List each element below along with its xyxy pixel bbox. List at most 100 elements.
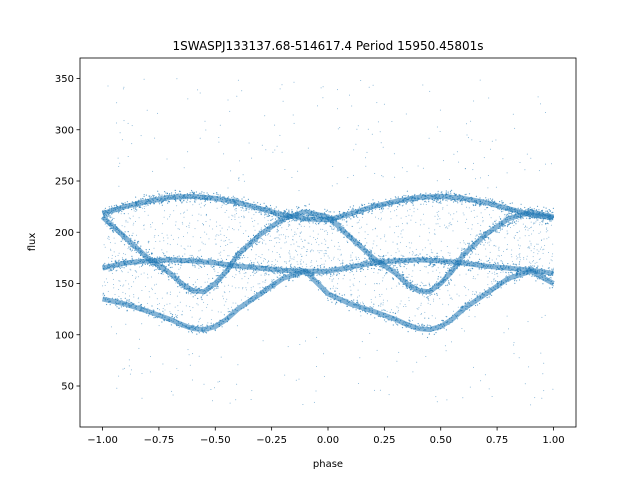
data-point — [222, 269, 224, 271]
data-point — [497, 287, 499, 289]
data-point — [377, 260, 379, 262]
data-point — [333, 273, 335, 275]
data-point — [434, 293, 436, 295]
data-point — [274, 286, 276, 288]
data-point — [541, 209, 544, 211]
data-point — [283, 274, 285, 276]
data-point — [335, 265, 337, 268]
data-point — [449, 294, 451, 296]
data-point — [445, 193, 447, 195]
data-point — [516, 280, 518, 282]
data-point — [529, 214, 532, 216]
data-point — [314, 218, 316, 220]
data-point — [381, 202, 383, 204]
data-point — [490, 230, 492, 232]
data-point — [414, 197, 416, 199]
data-point — [231, 260, 233, 262]
data-point — [152, 196, 155, 198]
data-point — [265, 268, 267, 270]
data-point — [174, 279, 176, 281]
data-point — [384, 204, 386, 206]
data-point — [401, 258, 403, 260]
data-point — [425, 198, 427, 200]
data-point — [220, 261, 222, 263]
data-point — [135, 221, 136, 222]
data-point — [429, 258, 431, 260]
data-point — [298, 270, 300, 273]
data-point — [427, 239, 429, 241]
data-point — [443, 278, 445, 280]
data-point — [442, 195, 444, 197]
data-point — [320, 267, 322, 269]
data-point — [383, 258, 385, 260]
data-point — [287, 268, 289, 270]
data-point — [529, 267, 531, 269]
data-point — [124, 231, 126, 233]
data-point — [447, 270, 449, 272]
data-point — [309, 222, 310, 224]
data-point — [130, 306, 132, 308]
data-point — [294, 271, 296, 273]
data-point — [339, 300, 341, 302]
data-point — [183, 199, 185, 201]
data-point — [279, 217, 281, 219]
data-point — [198, 287, 200, 289]
data-point — [259, 287, 261, 289]
data-point — [209, 258, 211, 260]
data-point — [382, 316, 384, 318]
data-point — [217, 261, 219, 263]
data-point — [111, 297, 114, 299]
data-point — [165, 265, 167, 268]
data-point — [456, 262, 459, 264]
data-point — [440, 202, 442, 204]
data-point — [381, 259, 383, 261]
data-point — [234, 260, 236, 262]
data-point — [124, 297, 126, 299]
data-point — [397, 206, 399, 208]
data-point — [106, 218, 108, 220]
data-point — [163, 253, 165, 255]
data-point — [456, 268, 458, 270]
data-point — [135, 211, 137, 212]
data-point — [318, 274, 320, 276]
data-point — [165, 200, 167, 202]
data-point — [324, 208, 326, 210]
data-point — [528, 217, 531, 219]
data-point — [372, 207, 374, 209]
data-point — [541, 246, 542, 248]
data-point — [532, 216, 534, 218]
data-point — [310, 213, 312, 215]
data-point — [426, 254, 428, 256]
data-point — [446, 284, 449, 286]
data-point — [295, 273, 297, 275]
data-point — [367, 262, 369, 265]
data-point — [324, 219, 326, 221]
data-point — [391, 202, 393, 204]
data-point — [335, 218, 337, 220]
data-point — [534, 222, 536, 224]
data-point — [541, 269, 544, 272]
data-point — [357, 241, 359, 244]
data-point — [163, 262, 166, 264]
data-point — [397, 260, 399, 262]
data-point — [479, 302, 481, 305]
data-point — [206, 294, 208, 296]
data-point — [496, 266, 498, 268]
data-point — [430, 325, 432, 327]
data-point — [281, 222, 283, 224]
data-point — [231, 197, 233, 199]
data-point — [131, 246, 133, 248]
data-point — [550, 280, 552, 282]
data-point — [460, 252, 462, 254]
data-point — [222, 265, 224, 267]
data-point — [151, 259, 153, 261]
data-point — [406, 285, 408, 287]
data-point — [118, 229, 120, 231]
data-point — [202, 326, 204, 328]
data-point — [293, 266, 295, 268]
data-point — [410, 281, 412, 283]
data-point — [297, 228, 299, 230]
data-point — [409, 325, 412, 327]
data-point — [427, 327, 429, 329]
data-point — [179, 190, 181, 193]
